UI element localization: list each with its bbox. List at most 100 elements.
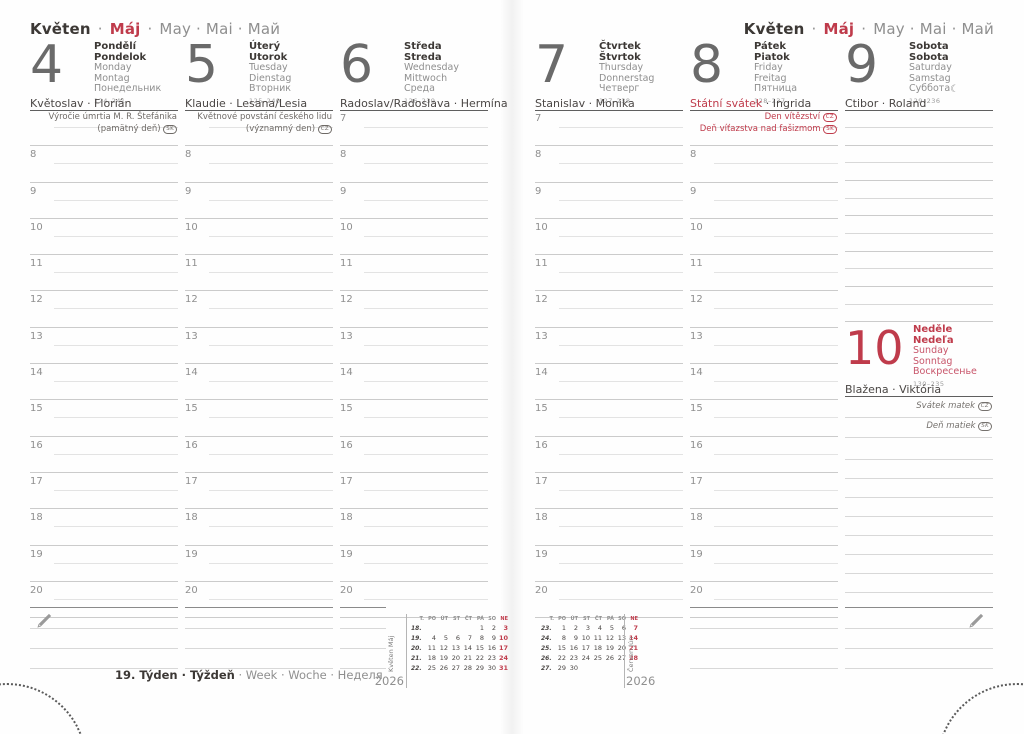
hour-label: 12 <box>30 294 43 306</box>
hour-slot: 20 <box>535 582 683 619</box>
mini-calendar-week-number: 27. <box>541 664 552 672</box>
mini-calendar-day: 20 <box>617 644 626 652</box>
nameday-row: Květoslav · Florián <box>30 97 178 111</box>
hour-label: 19 <box>535 548 548 560</box>
mini-calendar-day: 15 <box>557 644 566 652</box>
mini-calendar-day: 9 <box>491 634 496 642</box>
hour-label: 16 <box>535 439 548 451</box>
hour-label: 15 <box>690 403 703 415</box>
hour-slot: 7 <box>535 110 683 147</box>
half-hour-line <box>559 526 683 528</box>
divider <box>406 614 407 688</box>
ruled-line <box>845 162 993 164</box>
day-of-year: 130–235 <box>913 379 945 388</box>
half-hour-line <box>559 163 683 165</box>
mini-calendar-day: 27 <box>451 664 460 672</box>
day-number: 10 <box>845 321 904 375</box>
hour-grid: 8 9 10 11 12 13 14 15 16 17 18 19 20 <box>30 110 178 619</box>
half-hour-line <box>364 127 488 128</box>
hour-label: 19 <box>185 548 198 560</box>
ruled-line <box>845 535 993 536</box>
half-hour-line <box>54 127 178 128</box>
sunday-header: 10 Neděle Nedeľa Sunday Sonntag Воскресе… <box>845 321 993 388</box>
hour-label: 18 <box>185 512 198 524</box>
hour-grid: 7 8 9 10 11 12 13 14 15 16 17 18 19 20 <box>535 110 683 619</box>
mini-calendar-weekday: ST <box>582 615 590 622</box>
half-hour-line <box>54 344 178 346</box>
mini-calendar-day: 3 <box>503 624 508 632</box>
country-tag: SK <box>978 422 992 431</box>
day-of-year: 125–240 <box>249 96 281 105</box>
hour-slot: 19 <box>690 546 838 582</box>
ruled-line <box>845 179 993 181</box>
half-hour-line <box>714 598 838 600</box>
mini-calendar-day: 4 <box>431 634 436 642</box>
half-hour-line <box>209 308 333 310</box>
half-hour-line <box>714 526 838 528</box>
hour-slot: 8 <box>185 146 333 183</box>
hour-label: 14 <box>30 367 43 379</box>
hour-slot: 20 <box>30 582 178 619</box>
mini-calendar-weekday: PÁ <box>606 615 614 622</box>
mini-calendar-day: 5 <box>609 624 614 632</box>
mini-calendar-day <box>615 663 627 673</box>
mini-calendar-week-number: 18. <box>411 624 422 632</box>
holiday-note: Svátek matek CZ Deň matiek SK <box>845 398 992 438</box>
mini-calendar-day: 14 <box>463 644 472 652</box>
day-of-year: 124–241 <box>94 96 126 105</box>
half-hour-line <box>559 308 683 310</box>
hour-slot: 11 <box>30 255 178 292</box>
half-hour-line <box>54 272 178 274</box>
hour-slot: 11 <box>340 255 488 292</box>
mini-calendar-table: T. PO ÚT ST ČT PÁ SO NE 23. 1 2 3 4 5 6 7 24. 8 9 10 11 12 13 1… <box>540 614 639 673</box>
hour-slot: 17 <box>185 473 333 510</box>
mini-calendar-week-number: 24. <box>541 634 552 642</box>
hour-label: 15 <box>185 403 198 415</box>
hour-label: 19 <box>30 548 43 560</box>
day-names: Pátek Piatok Friday Freitag Пятница 128–… <box>754 41 798 105</box>
mini-calendar-weekday: PO <box>428 615 436 622</box>
mini-calendar-month-label: Červen Jún <box>627 636 635 672</box>
hour-slot: 18 <box>30 509 178 546</box>
mini-calendar-weekday: ÚT <box>440 615 448 622</box>
day-number: 5 <box>185 35 219 95</box>
mini-calendar-day: 23 <box>569 654 578 662</box>
ruled-line <box>30 628 178 629</box>
ruled-line <box>845 573 993 574</box>
hour-label: 10 <box>340 221 353 233</box>
holiday-note: Den vítězství CZ Deň víťazstva nad fašiz… <box>690 111 837 135</box>
hour-slot <box>30 110 178 147</box>
half-hour-line <box>209 453 333 455</box>
mini-calendar-day: 6 <box>621 624 626 632</box>
moon-phase-icon: ☾ <box>950 84 959 95</box>
mini-calendar-day: 11 <box>427 644 436 652</box>
hour-label: 10 <box>690 221 703 233</box>
notes-lines <box>30 607 178 711</box>
half-hour-line <box>54 199 178 201</box>
hour-slot: 12 <box>185 291 333 328</box>
mini-calendar-day: 23 <box>487 654 496 662</box>
half-hour-line <box>559 417 683 419</box>
hour-slot: 11 <box>185 255 333 292</box>
nameday-row: Ctibor · Roland <box>845 97 993 111</box>
ruled-line <box>845 628 993 629</box>
mini-calendar-grid: T. PO ÚT ST ČT PÁ SO NE 23. 1 2 3 4 5 6 7 24. 8 9 10 11 12 13 1… <box>540 614 639 673</box>
half-hour-line <box>559 127 683 128</box>
hour-label: 14 <box>690 367 703 379</box>
day-column-monday: 4 Pondělí Pondelok Monday Montag Понедел… <box>30 37 178 720</box>
mini-calendar-week-number: 21. <box>411 654 422 662</box>
mini-calendar-may: 2026 Květen Máj T. PO ÚT ST ČT PÁ SO NE 18. 1 2 3 19… <box>366 612 516 690</box>
ruled-line <box>340 648 386 649</box>
divider <box>845 607 993 608</box>
pencil-icon <box>968 612 985 629</box>
hour-slot: 7 <box>340 110 488 147</box>
hour-grid: 8 9 10 11 12 13 14 15 16 17 18 19 20 <box>690 110 838 619</box>
half-hour-line <box>209 163 333 165</box>
half-hour-line <box>54 526 178 528</box>
mini-calendar-day: 31 <box>498 664 508 672</box>
ruled-line <box>845 321 993 323</box>
hour-grid: 7 8 9 10 11 12 13 14 15 16 17 18 19 20 <box>340 110 488 619</box>
half-hour-line <box>364 344 488 346</box>
ruled-line <box>845 554 993 555</box>
